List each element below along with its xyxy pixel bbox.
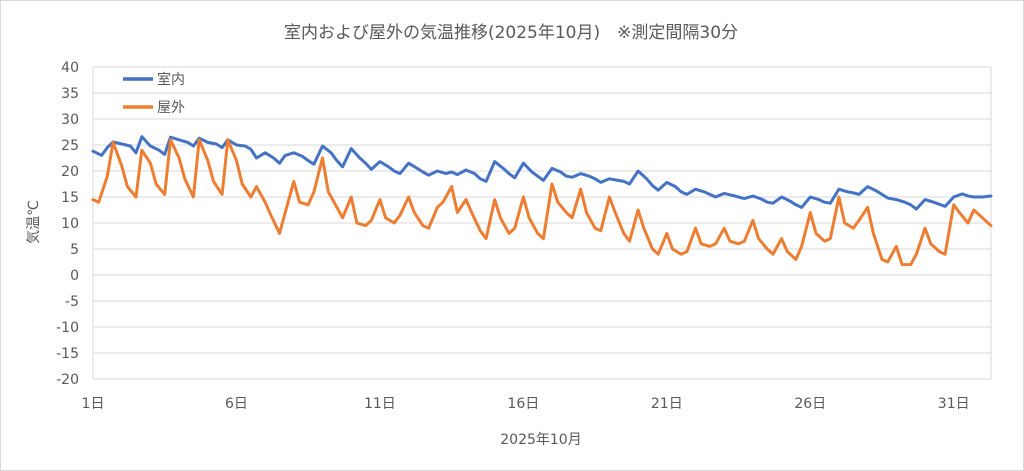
y-tick-label: 0 — [70, 268, 79, 284]
series-line-outdoor — [91, 138, 993, 267]
y-tick-labels: 40 35 30 25 20 15 10 5 0 -5 -10 -15 -20 — [56, 60, 79, 388]
legend-label: 屋外 — [157, 100, 185, 116]
chart-title: 室内および屋外の気温推移(2025年10月) ※測定間隔30分 — [284, 23, 738, 43]
x-tick-label: 26日 — [794, 396, 826, 412]
series-lines — [91, 135, 993, 267]
y-tick-label: -20 — [56, 372, 79, 388]
y-tick-label: 20 — [61, 164, 79, 180]
x-tick-labels: 1日 6日 11日 16日 21日 26日 31日 — [82, 396, 970, 412]
x-tick-label: 6日 — [225, 396, 248, 412]
y-tick-label: -5 — [65, 294, 79, 310]
x-tick-label: 1日 — [82, 396, 105, 412]
y-tick-label: 10 — [61, 216, 79, 232]
y-tick-label: 35 — [61, 86, 79, 102]
x-tick-label: 21日 — [651, 396, 683, 412]
y-tick-label: 30 — [61, 112, 79, 128]
x-axis-label: 2025年10月 — [500, 432, 581, 448]
x-tick-label: 11日 — [364, 396, 396, 412]
y-tick-label: 15 — [61, 190, 79, 206]
y-tick-label: 40 — [61, 60, 79, 76]
x-tick-label: 16日 — [507, 396, 539, 412]
y-axis-label: 気温℃ — [26, 200, 42, 244]
y-tick-label: -15 — [56, 346, 79, 362]
y-tick-label: 5 — [70, 242, 79, 258]
legend-label: 室内 — [157, 71, 185, 88]
series-line-indoor — [91, 135, 993, 211]
x-tick-label: 31日 — [938, 396, 970, 412]
gridlines — [92, 66, 992, 380]
y-tick-label: 25 — [61, 138, 79, 154]
y-tick-label: -10 — [56, 320, 79, 336]
